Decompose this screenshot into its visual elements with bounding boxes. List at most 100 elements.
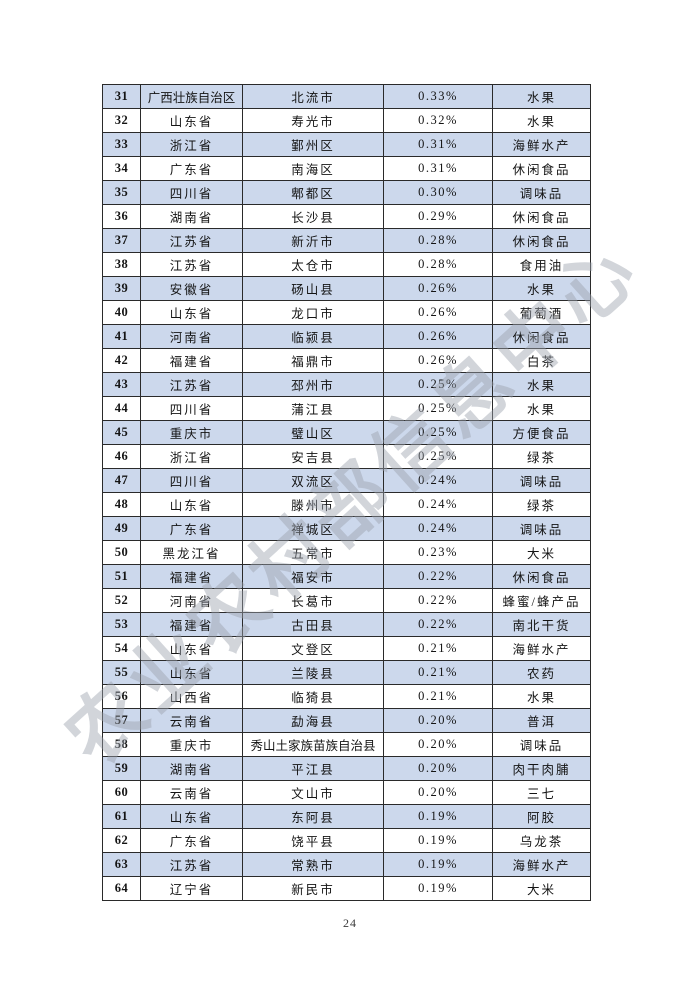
rank-cell: 39 — [102, 276, 141, 301]
province-cell: 浙江省 — [140, 132, 243, 157]
category-cell: 调味品 — [492, 732, 591, 757]
province-cell: 山东省 — [140, 636, 243, 661]
category-cell: 休闲食品 — [492, 228, 591, 253]
rank-cell: 31 — [102, 84, 141, 109]
rank-cell: 57 — [102, 708, 141, 733]
page-number: 24 — [343, 916, 357, 930]
category-cell: 海鲜水产 — [492, 852, 591, 877]
table-row: 58 重庆市 秀山土家族苗族自治县 0.20% 调味品 — [102, 732, 591, 757]
rank-cell: 54 — [102, 636, 141, 661]
table-row: 31 广西壮族自治区 北流市 0.33% 水果 — [102, 84, 591, 109]
table-body: 31 广西壮族自治区 北流市 0.33% 水果 32 山东省 寿光市 0.32% 水果 33 浙江省鄞… — [102, 84, 591, 901]
category-cell: 水果 — [492, 108, 591, 133]
rank-cell: 63 — [102, 852, 141, 877]
city-cell: 平江县 — [242, 756, 384, 781]
province-cell: 山东省 — [140, 660, 243, 685]
city-cell: 龙口市 — [242, 300, 384, 325]
rank-cell: 32 — [102, 108, 141, 133]
category-cell: 休闲食品 — [492, 564, 591, 589]
city-cell: 福安市 — [242, 564, 384, 589]
city-cell: 双流区 — [242, 468, 384, 493]
category-cell: 绿茶 — [492, 492, 591, 517]
rank-cell: 33 — [102, 132, 141, 157]
category-cell: 蜂蜜/蜂产品 — [492, 588, 591, 613]
share-cell: 0.19% — [383, 876, 493, 901]
table-row: 32 山东省 寿光市 0.32% 水果 — [102, 108, 591, 133]
category-cell: 绿茶 — [492, 444, 591, 469]
province-cell: 广西壮族自治区 — [140, 84, 243, 109]
rank-cell: 35 — [102, 180, 141, 205]
category-cell: 肉干肉脯 — [492, 756, 591, 781]
table-row: 63 江苏省 常熟市 0.19% 海鲜水产 — [102, 852, 591, 877]
table-row: 42 福建省 福鼎市 0.26% 白茶 — [102, 348, 591, 373]
rank-cell: 40 — [102, 300, 141, 325]
table-row: 45 重庆市 璧山区 0.25% 方便食品 — [102, 420, 591, 445]
share-cell: 0.26% — [383, 276, 493, 301]
city-cell: 安吉县 — [242, 444, 384, 469]
category-cell: 白茶 — [492, 348, 591, 373]
province-cell: 重庆市 — [140, 420, 243, 445]
category-cell: 水果 — [492, 84, 591, 109]
city-cell: 文登区 — [242, 636, 384, 661]
province-cell: 江苏省 — [140, 252, 243, 277]
category-cell: 调味品 — [492, 516, 591, 541]
rank-cell: 53 — [102, 612, 141, 637]
province-cell: 山东省 — [140, 492, 243, 517]
category-cell: 水果 — [492, 276, 591, 301]
province-cell: 福建省 — [140, 348, 243, 373]
table-row: 39 安徽省 砀山县 0.26% 水果 — [102, 276, 591, 301]
province-cell: 河南省 — [140, 324, 243, 349]
share-cell: 0.25% — [383, 444, 493, 469]
table-row: 37 江苏省 新沂市 0.28% 休闲食品 — [102, 228, 591, 253]
city-cell: 兰陵县 — [242, 660, 384, 685]
province-cell: 广东省 — [140, 828, 243, 853]
table-row: 33 浙江省 鄞州区 0.31% 海鲜水产 — [102, 132, 591, 157]
category-cell: 乌龙茶 — [492, 828, 591, 853]
table-row: 55 山东省 兰陵县 0.21% 农药 — [102, 660, 591, 685]
table-row: 43 江苏省 邳州市 0.25% 水果 — [102, 372, 591, 397]
province-cell: 湖南省 — [140, 756, 243, 781]
city-cell: 南海区 — [242, 156, 384, 181]
city-cell: 福鼎市 — [242, 348, 384, 373]
city-cell: 北流市 — [242, 84, 384, 109]
share-cell: 0.19% — [383, 852, 493, 877]
city-cell: 临颍县 — [242, 324, 384, 349]
province-cell: 广东省 — [140, 156, 243, 181]
city-cell: 东阿县 — [242, 804, 384, 829]
province-cell: 湖南省 — [140, 204, 243, 229]
city-cell: 文山市 — [242, 780, 384, 805]
category-cell: 休闲食品 — [492, 324, 591, 349]
city-cell: 蒲江县 — [242, 396, 384, 421]
category-cell: 三七 — [492, 780, 591, 805]
category-cell: 普洱 — [492, 708, 591, 733]
rank-cell: 50 — [102, 540, 141, 565]
rank-cell: 45 — [102, 420, 141, 445]
city-cell: 秀山土家族苗族自治县 — [242, 732, 384, 757]
category-cell: 水果 — [492, 684, 591, 709]
rank-cell: 38 — [102, 252, 141, 277]
city-cell: 郫都区 — [242, 180, 384, 205]
share-cell: 0.29% — [383, 204, 493, 229]
category-cell: 大米 — [492, 540, 591, 565]
table-row: 36 湖南省 长沙县 0.29% 休闲食品 — [102, 204, 591, 229]
city-cell: 璧山区 — [242, 420, 384, 445]
city-cell: 饶平县 — [242, 828, 384, 853]
rank-cell: 55 — [102, 660, 141, 685]
rank-cell: 56 — [102, 684, 141, 709]
province-cell: 山西省 — [140, 684, 243, 709]
category-cell: 休闲食品 — [492, 156, 591, 181]
province-cell: 云南省 — [140, 708, 243, 733]
table-row: 50 黑龙江省 五常市 0.23% 大米 — [102, 540, 591, 565]
rank-cell: 43 — [102, 372, 141, 397]
category-cell: 水果 — [492, 372, 591, 397]
city-cell: 长葛市 — [242, 588, 384, 613]
province-cell: 重庆市 — [140, 732, 243, 757]
table-row: 54 山东省 文登区 0.21% 海鲜水产 — [102, 636, 591, 661]
share-cell: 0.21% — [383, 636, 493, 661]
share-cell: 0.21% — [383, 660, 493, 685]
share-cell: 0.24% — [383, 516, 493, 541]
table-row: 38 江苏省 太仓市 0.28% 食用油 — [102, 252, 591, 277]
province-cell: 黑龙江省 — [140, 540, 243, 565]
rank-cell: 42 — [102, 348, 141, 373]
